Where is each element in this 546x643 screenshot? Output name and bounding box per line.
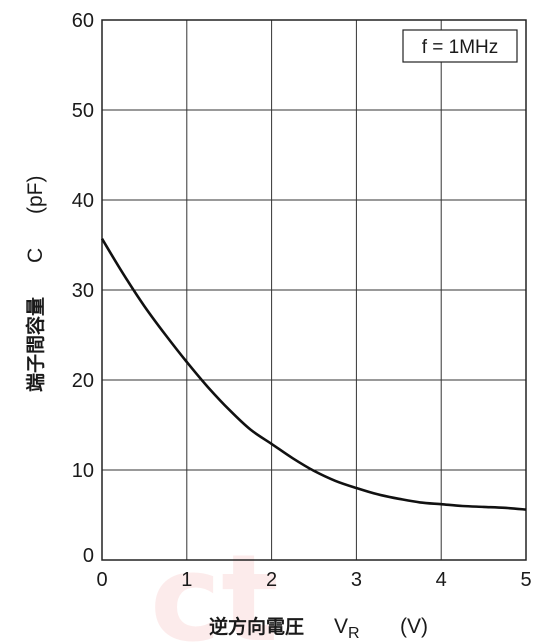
x-tick-label: 0 bbox=[96, 569, 107, 591]
grid bbox=[102, 20, 526, 560]
y-tick-label: 50 bbox=[72, 100, 94, 122]
x-axis-title: 逆方向電圧 V R (V) bbox=[209, 615, 428, 642]
x-axis-title-subscript: R bbox=[348, 625, 360, 642]
y-tick-label: 0 bbox=[83, 545, 94, 567]
frequency-annotation: f = 1MHz bbox=[422, 37, 499, 58]
x-axis-title-symbol: V bbox=[334, 615, 348, 638]
y-tick-labels: 0 10 20 30 40 50 60 bbox=[72, 10, 94, 567]
y-axis-title-unit: (pF) bbox=[24, 176, 47, 215]
x-axis-title-unit: (V) bbox=[400, 615, 428, 638]
x-tick-label: 3 bbox=[351, 569, 362, 591]
y-tick-label: 30 bbox=[72, 280, 94, 302]
y-tick-label: 40 bbox=[72, 190, 94, 212]
x-axis-title-main: 逆方向電圧 bbox=[209, 615, 304, 638]
y-axis-title: 端子間容量 C (pF) bbox=[24, 176, 47, 393]
x-tick-labels: 0 1 2 3 4 5 bbox=[96, 569, 531, 591]
y-tick-label: 20 bbox=[72, 370, 94, 392]
y-axis-title-symbol: C bbox=[24, 248, 47, 263]
x-tick-label: 5 bbox=[520, 569, 531, 591]
x-tick-label: 1 bbox=[181, 569, 192, 591]
y-tick-label: 10 bbox=[72, 460, 94, 482]
y-axis-title-main: 端子間容量 bbox=[24, 297, 47, 392]
x-tick-label: 2 bbox=[266, 569, 277, 591]
plot-frame bbox=[101, 19, 527, 561]
annotation-box bbox=[402, 29, 518, 63]
x-tick-label: 4 bbox=[436, 569, 447, 591]
watermark: ct bbox=[150, 530, 279, 643]
y-tick-label: 60 bbox=[72, 10, 94, 32]
capacitance-curve bbox=[100, 238, 527, 511]
